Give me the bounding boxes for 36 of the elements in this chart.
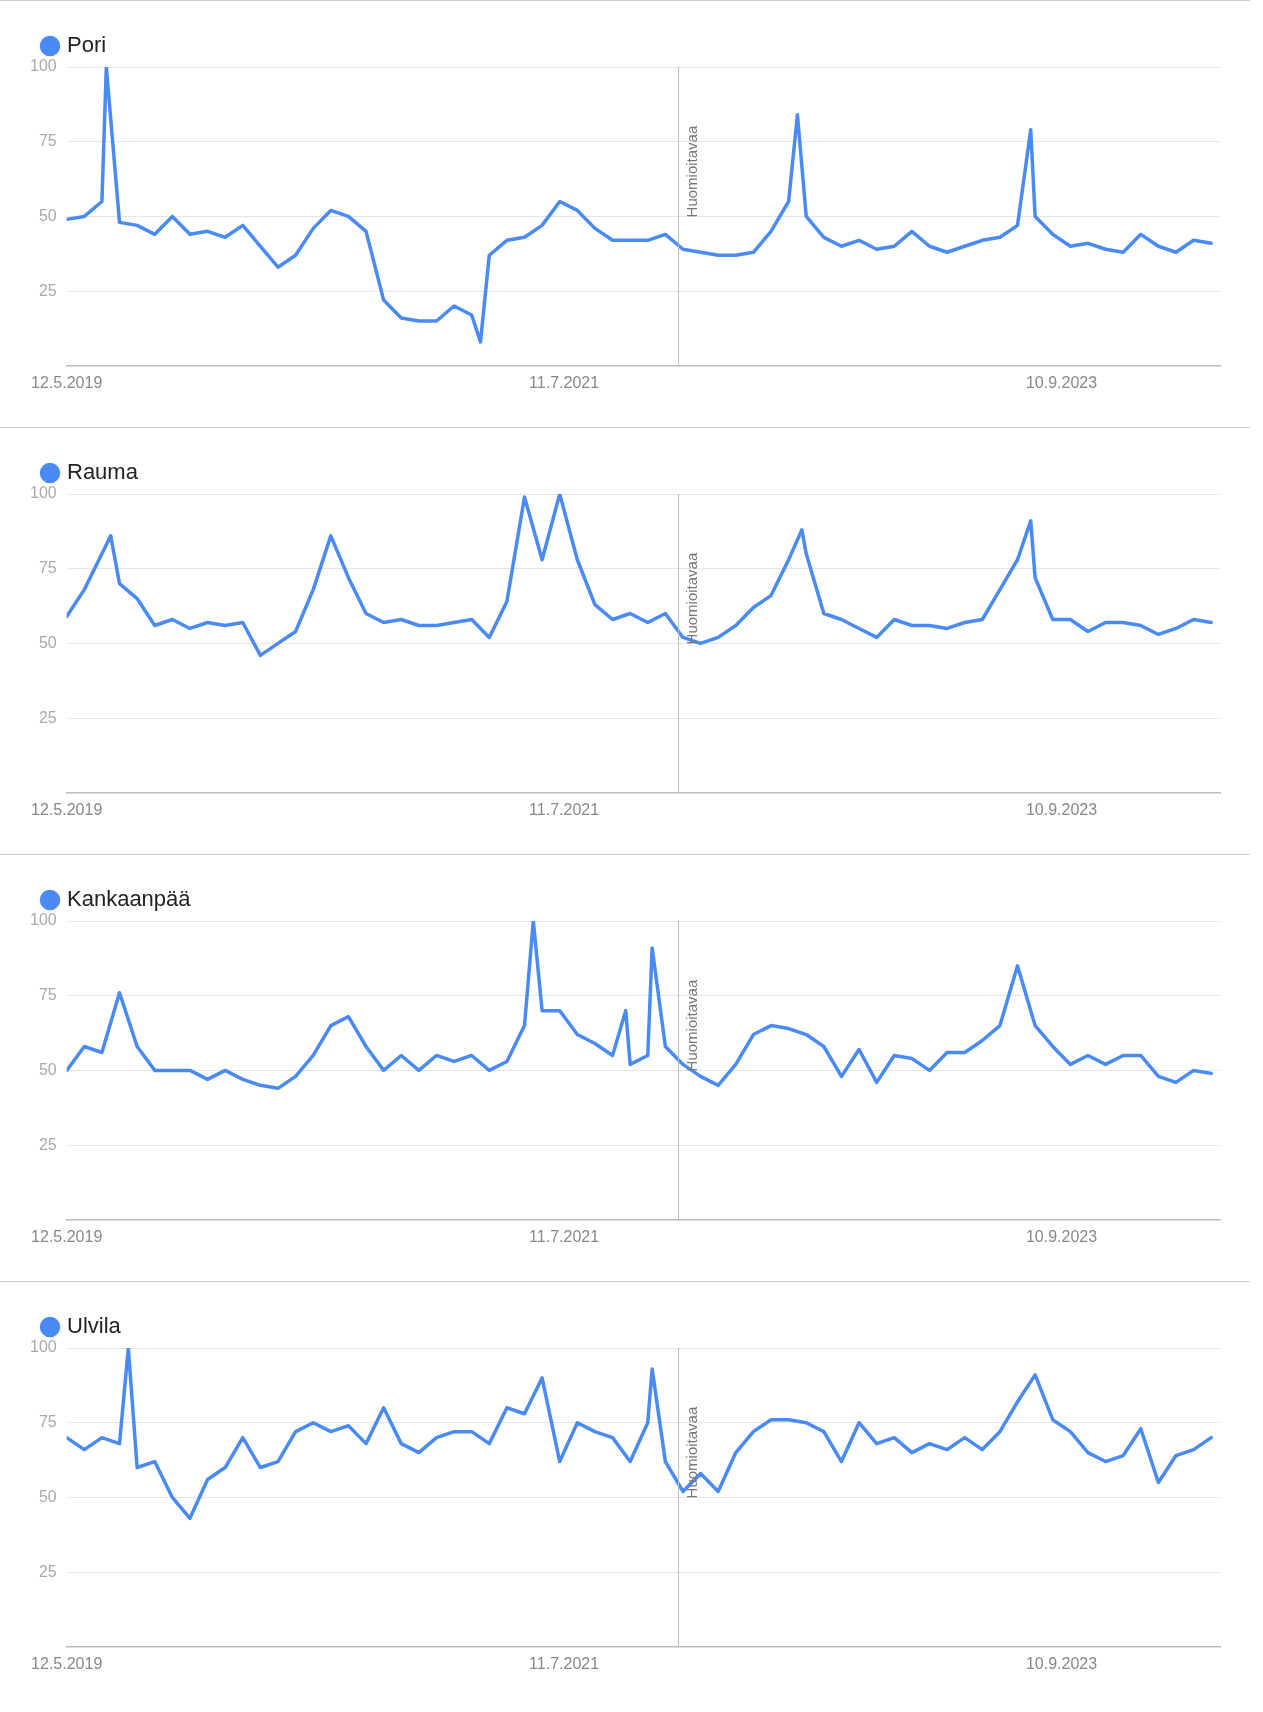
x-tick-label: 10.9.2023 [1025, 1654, 1098, 1672]
y-tick-label: 25 [38, 708, 57, 726]
x-tick-label: 11.7.2021 [529, 373, 600, 391]
ref-line-label: Huomioitavaa [682, 552, 700, 645]
legend-label: Ulvila [67, 1313, 122, 1339]
y-tick-label: 50 [38, 633, 57, 651]
ref-line-label: Huomioitavaa [682, 1406, 700, 1499]
y-tick-label: 25 [38, 1135, 57, 1153]
x-tick-label: 11.7.2021 [529, 800, 600, 818]
y-tick-label: 75 [38, 1413, 57, 1431]
y-tick-label: 50 [38, 206, 57, 224]
y-tick-label: 100 [29, 911, 57, 929]
legend-label: Pori [67, 32, 107, 58]
y-tick-label: 50 [38, 1487, 57, 1505]
x-tick-label: 11.7.2021 [529, 1227, 600, 1245]
y-tick-label: 25 [38, 281, 57, 299]
y-tick-label: 100 [29, 57, 57, 75]
x-tick-label: 10.9.2023 [1025, 800, 1098, 818]
legend-label: Rauma [67, 459, 139, 485]
y-tick-label: 75 [38, 559, 57, 577]
x-tick-label: 12.5.2019 [31, 1654, 103, 1672]
y-tick-label: 25 [38, 1562, 57, 1580]
x-tick-label: 12.5.2019 [31, 1227, 103, 1245]
y-tick-label: 50 [38, 1060, 57, 1078]
x-tick-label: 12.5.2019 [31, 800, 103, 818]
y-tick-label: 100 [29, 484, 57, 502]
ref-line-label: Huomioitavaa [682, 125, 700, 218]
y-tick-label: 75 [38, 986, 57, 1004]
x-tick-label: 10.9.2023 [1025, 1227, 1098, 1245]
x-tick-label: 10.9.2023 [1025, 373, 1098, 391]
ref-line-label: Huomioitavaa [682, 979, 700, 1072]
y-tick-label: 100 [29, 1338, 57, 1356]
y-tick-label: 75 [38, 132, 57, 150]
legend-label: Kankaanpää [67, 886, 192, 912]
x-tick-label: 11.7.2021 [529, 1654, 600, 1672]
x-tick-label: 12.5.2019 [31, 373, 103, 391]
